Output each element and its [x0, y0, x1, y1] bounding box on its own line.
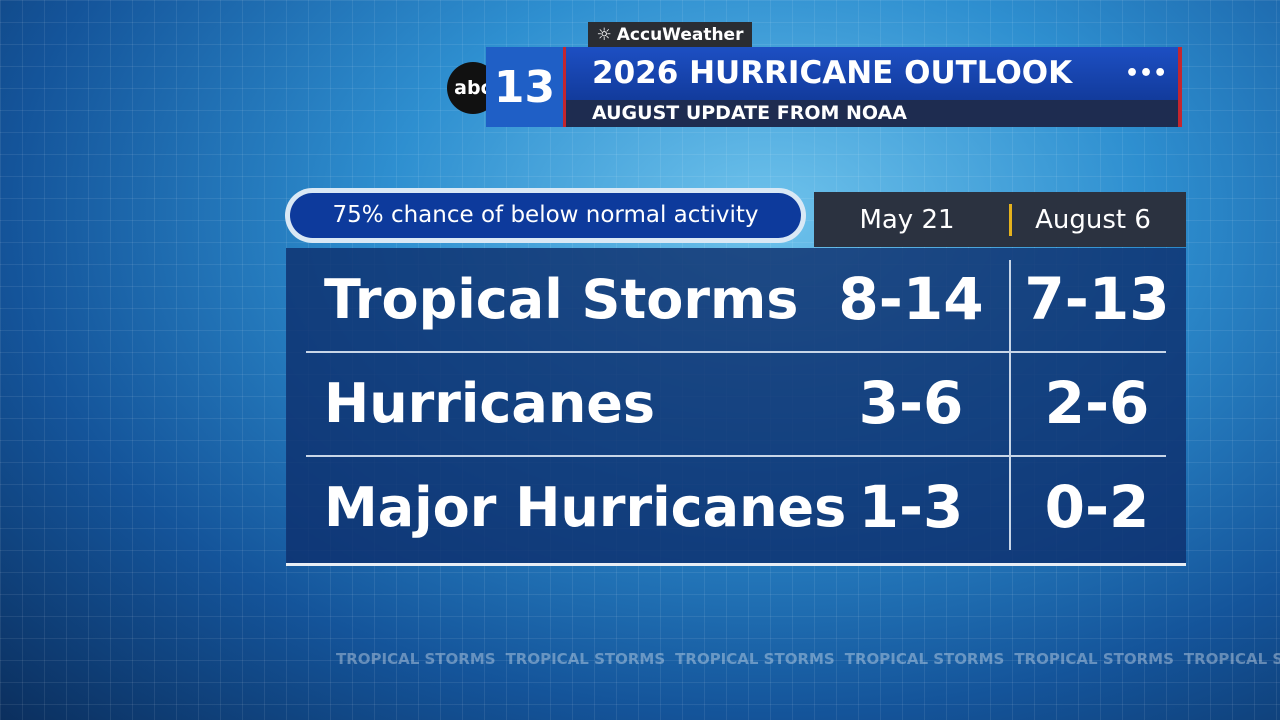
row-label: Hurricanes — [324, 372, 656, 435]
ticker: TROPICAL STORMS TROPICAL STORMS TROPICAL S… — [336, 650, 1280, 668]
sun-icon: ☼ — [596, 24, 612, 45]
brand-text: AccuWeather — [616, 24, 744, 45]
row-divider — [306, 455, 1166, 457]
weather-brand: ☼ AccuWeather — [588, 22, 752, 47]
ticker-text: TROPICAL STORMS — [844, 650, 1005, 668]
cell-value: 2-6 — [1044, 369, 1150, 437]
note-text: 75% chance of below normal activity — [290, 193, 801, 238]
row-label: Tropical Storms — [324, 268, 799, 331]
vertical-divider — [1009, 260, 1011, 550]
row-label: Major Hurricanes — [324, 476, 847, 539]
cell-value: 3-6 — [858, 369, 964, 437]
column-header: May 21 August 6 — [814, 192, 1186, 247]
table-row: Major Hurricanes 1-3 0-2 — [286, 456, 1186, 559]
row-divider — [306, 351, 1166, 353]
cell-value: 1-3 — [858, 473, 964, 541]
column-label: August 6 — [1035, 204, 1151, 235]
ticker-text: TROPICAL STORMS — [336, 650, 496, 668]
menu-dots: ••• — [1125, 61, 1168, 86]
channel-logo: 13 — [486, 47, 566, 127]
cell-value: 0-2 — [1044, 473, 1150, 541]
table: Tropical Storms 8-14 7-13 Hurricanes 3-6 2-6 M… — [286, 248, 1186, 566]
ticker-text: TROPICAL STORMS — [505, 650, 666, 668]
title: 2026 HURRICANE OUTLOOK — [566, 47, 1182, 100]
column-separator — [1009, 204, 1012, 236]
subtitle: AUGUST UPDATE FROM NOAA — [566, 100, 1182, 127]
cell-value: 7-13 — [1024, 265, 1170, 333]
ticker-text: TROPICAL STORMS — [675, 650, 835, 668]
table-row: Hurricanes 3-6 2-6 — [286, 352, 1186, 455]
note-pill: 75% chance of below normal activity — [285, 188, 806, 243]
ticker-text: TROPICAL STORMS — [1183, 650, 1280, 668]
table-row: Tropical Storms 8-14 7-13 — [286, 248, 1186, 351]
column-label: May 21 — [859, 204, 955, 235]
cell-value: 8-14 — [838, 265, 984, 333]
ticker-text: TROPICAL STORMS — [1014, 650, 1174, 668]
